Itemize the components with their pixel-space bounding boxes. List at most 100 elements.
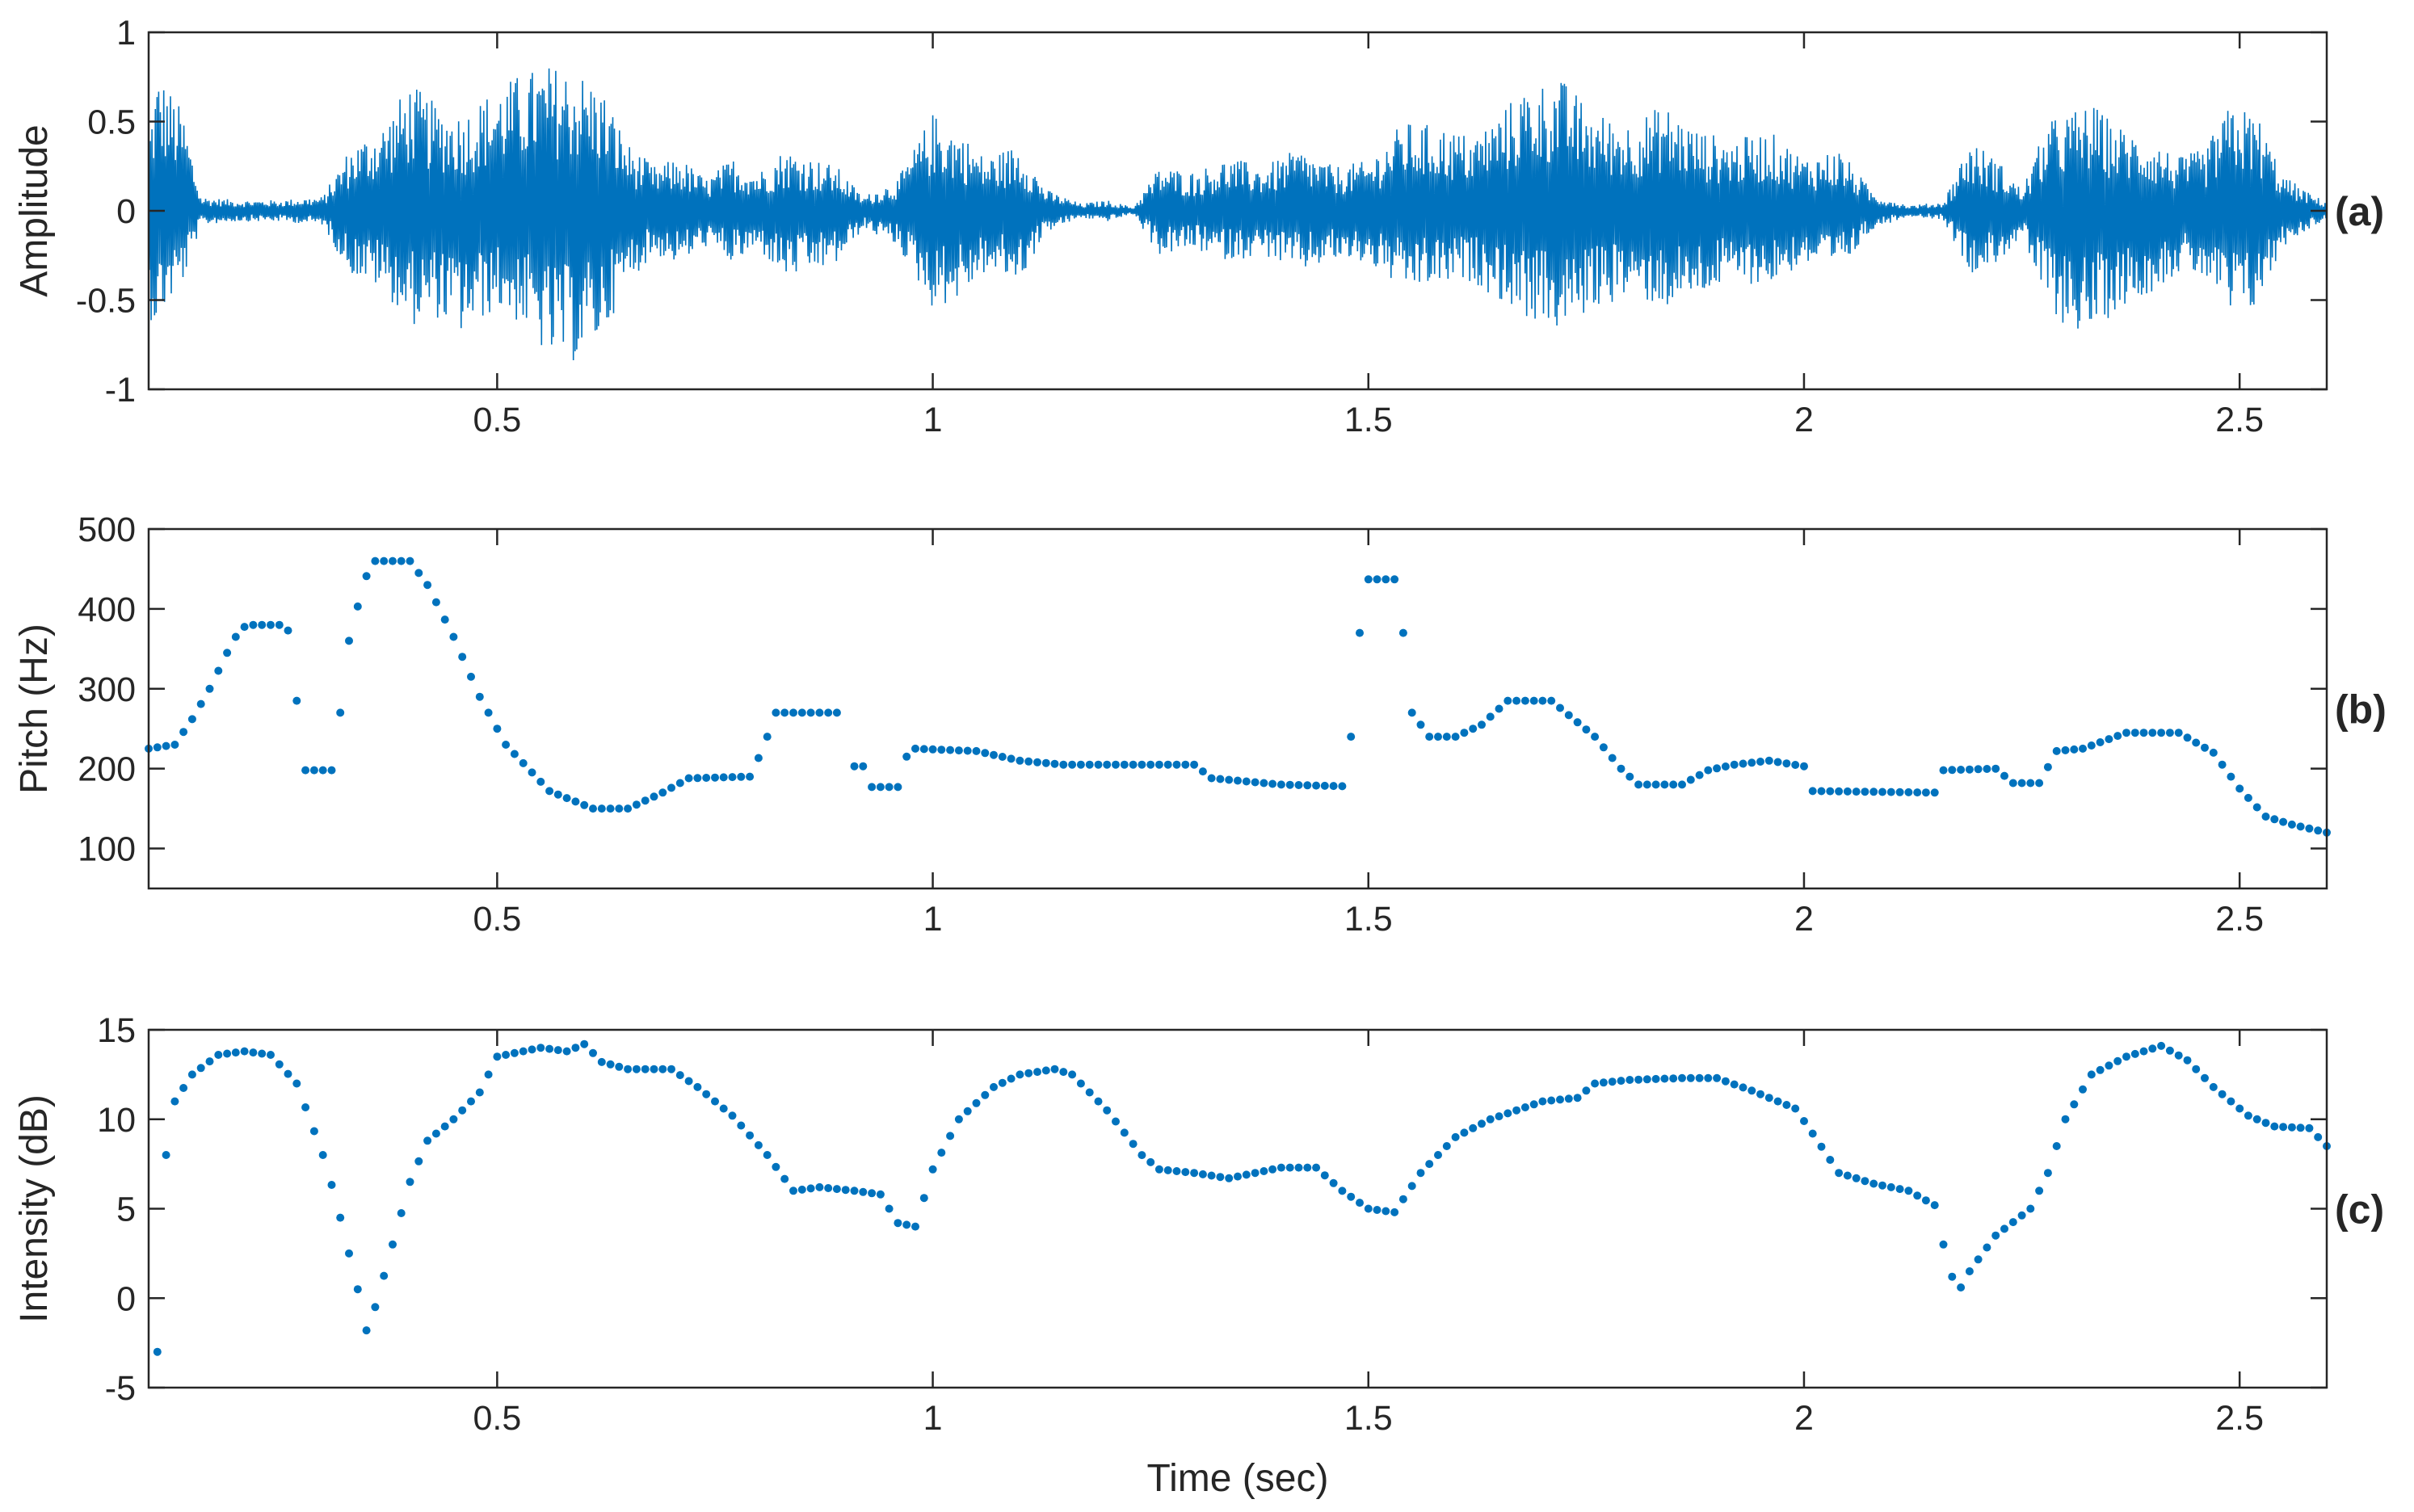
data-point	[275, 620, 284, 629]
data-point	[589, 804, 597, 813]
panel-label: (b)	[2335, 687, 2387, 733]
data-point	[1573, 1094, 1582, 1102]
data-point	[937, 1149, 946, 1157]
data-point	[2113, 732, 2122, 741]
data-point	[1163, 760, 1172, 769]
data-point	[562, 1047, 571, 1056]
data-point	[267, 1051, 275, 1059]
data-point	[1216, 775, 1225, 783]
data-point	[667, 783, 675, 792]
data-point	[719, 1104, 728, 1113]
data-point	[711, 1097, 719, 1106]
data-point	[1434, 733, 1442, 741]
data-point	[1869, 788, 1878, 796]
data-point	[1442, 733, 1451, 741]
data-point	[1704, 766, 1713, 775]
data-point	[693, 1082, 702, 1091]
data-point	[2130, 1049, 2139, 1058]
data-point	[449, 632, 458, 641]
data-point	[1843, 1171, 1852, 1180]
data-point	[1547, 696, 1556, 705]
data-point	[763, 1151, 772, 1159]
data-point	[2000, 771, 2008, 780]
data-point	[1138, 1151, 1146, 1160]
data-point	[1181, 1168, 1190, 1177]
x-tick-label: 2.5	[2215, 1399, 2264, 1438]
data-point	[1356, 1199, 1364, 1208]
data-point	[1948, 1272, 1957, 1281]
data-point	[911, 744, 919, 753]
data-point	[1103, 760, 1112, 769]
data-point	[2235, 1104, 2244, 1113]
data-point	[1965, 1267, 1974, 1275]
y-tick-label: 300	[78, 670, 136, 709]
data-point	[1398, 1195, 1407, 1203]
x-tick-label: 1	[923, 401, 943, 439]
data-point	[1312, 781, 1321, 790]
data-point	[789, 708, 797, 717]
data-point	[1024, 757, 1033, 766]
data-point	[2043, 762, 2052, 771]
data-point	[1207, 774, 1216, 783]
data-point	[1460, 729, 1469, 737]
data-point	[1800, 762, 1808, 771]
y-tick-label: -1	[105, 371, 136, 410]
data-point	[632, 1065, 641, 1073]
data-point	[2244, 1111, 2252, 1120]
data-point	[876, 1190, 885, 1199]
data-point	[1268, 779, 1277, 788]
data-point	[972, 746, 981, 755]
data-point	[1478, 1119, 1486, 1128]
data-point	[1041, 758, 1050, 767]
data-point	[440, 615, 449, 624]
data-point	[1085, 1088, 1094, 1097]
data-point	[1312, 1163, 1321, 1172]
data-point	[545, 1044, 554, 1053]
data-point	[1146, 1157, 1155, 1166]
data-point	[2270, 815, 2279, 824]
data-point	[1991, 764, 2000, 773]
data-point	[423, 581, 432, 590]
data-point	[2209, 748, 2218, 757]
data-point	[1939, 766, 1948, 775]
data-point	[2122, 729, 2130, 737]
data-point	[711, 773, 719, 782]
data-point	[1721, 1077, 1730, 1086]
data-point	[2070, 745, 2079, 754]
data-point	[919, 1194, 928, 1203]
data-point	[2209, 1082, 2218, 1091]
data-point	[1478, 720, 1486, 729]
data-point	[1120, 1128, 1129, 1137]
data-point	[1390, 575, 1399, 584]
data-point	[737, 772, 746, 781]
data-point	[1225, 1174, 1234, 1182]
data-point	[196, 1064, 205, 1073]
data-point	[597, 1057, 606, 1066]
y-axis-label: Intensity (dB)	[13, 1094, 56, 1323]
data-point	[624, 1065, 633, 1073]
data-point	[1547, 1096, 1556, 1105]
data-point	[2139, 729, 2148, 737]
data-point	[702, 774, 711, 782]
data-point	[170, 741, 179, 749]
data-point	[1442, 1142, 1451, 1150]
data-point	[876, 783, 885, 792]
data-point	[1112, 1117, 1120, 1126]
data-point	[275, 1060, 284, 1069]
data-point	[389, 556, 397, 565]
data-point	[1407, 708, 1416, 717]
x-tick-label: 1.5	[1344, 900, 1393, 939]
data-point	[1974, 765, 1983, 774]
data-point	[1303, 781, 1312, 790]
data-point	[1582, 725, 1591, 734]
data-point	[475, 692, 484, 701]
data-point	[1651, 780, 1660, 789]
data-point	[1634, 780, 1643, 789]
data-point	[1878, 788, 1886, 796]
data-point	[1747, 758, 1756, 767]
data-point	[1373, 1206, 1382, 1214]
data-point	[1678, 780, 1686, 789]
data-point	[1826, 787, 1835, 796]
data-point	[1469, 1124, 1478, 1132]
x-tick-label: 2	[1794, 1399, 1814, 1438]
